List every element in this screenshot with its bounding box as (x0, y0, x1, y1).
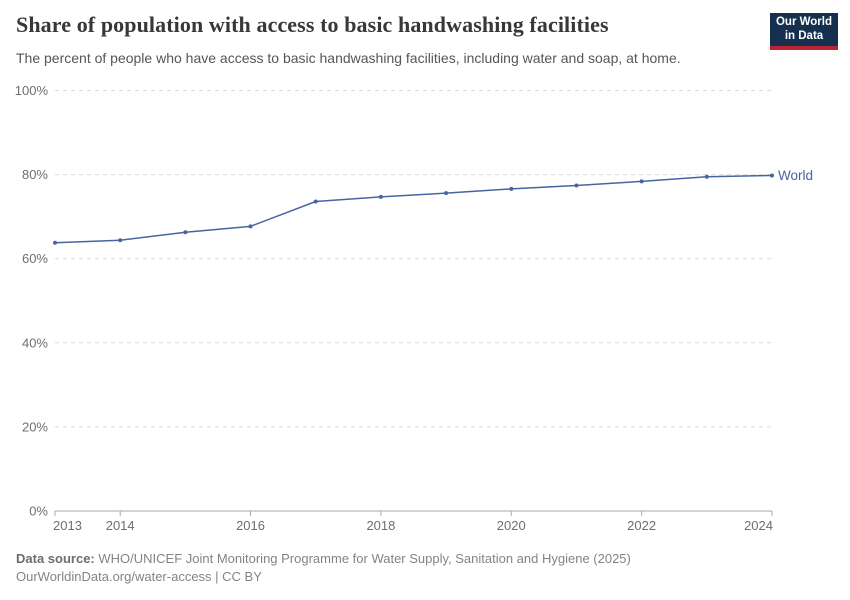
data-point[interactable] (248, 224, 253, 229)
y-tick-label: 80% (22, 167, 48, 182)
owid-logo-line2: in Data (784, 30, 824, 42)
series-label: World (778, 168, 813, 183)
citation-line[interactable]: OurWorldinData.org/water-access | CC BY (16, 568, 262, 584)
data-source-text: WHO/UNICEF Joint Monitoring Programme fo… (98, 551, 631, 566)
y-tick-label: 60% (22, 251, 48, 266)
data-point[interactable] (183, 230, 188, 235)
data-point[interactable] (770, 173, 774, 178)
x-tick-label: 2014 (106, 518, 135, 533)
x-tick-label: 2018 (366, 518, 395, 533)
chart-subtitle: The percent of people who have access to… (16, 50, 681, 66)
x-tick-label: 2020 (497, 518, 526, 533)
data-point[interactable] (378, 194, 383, 199)
chart-title: Share of population with access to basic… (16, 12, 609, 37)
y-tick-label: 40% (22, 335, 48, 350)
data-point[interactable] (118, 238, 123, 243)
data-source-label: Data source: (16, 551, 95, 566)
y-tick-label: 100% (15, 83, 49, 98)
world-line[interactable] (54, 174, 773, 244)
data-point[interactable] (509, 186, 514, 191)
x-tick-label: 2024 (744, 518, 773, 533)
data-point[interactable] (313, 199, 318, 204)
owid-logo-line1: Our World (775, 16, 832, 28)
x-tick-label: 2013 (53, 518, 82, 533)
data-point[interactable] (574, 183, 579, 188)
y-tick-label: 0% (29, 504, 48, 519)
x-tick-label: 2016 (236, 518, 265, 533)
data-point[interactable] (444, 191, 449, 196)
chart-footer: Data source: WHO/UNICEF Joint Monitoring… (16, 550, 631, 585)
data-source-line: Data source: WHO/UNICEF Joint Monitoring… (16, 550, 631, 568)
y-tick-label: 20% (22, 419, 48, 434)
data-point[interactable] (639, 179, 644, 184)
x-tick-label: 2022 (627, 518, 656, 533)
data-point[interactable] (53, 240, 57, 245)
data-point[interactable] (704, 174, 709, 179)
owid-logo[interactable]: Our World in Data (770, 13, 838, 50)
